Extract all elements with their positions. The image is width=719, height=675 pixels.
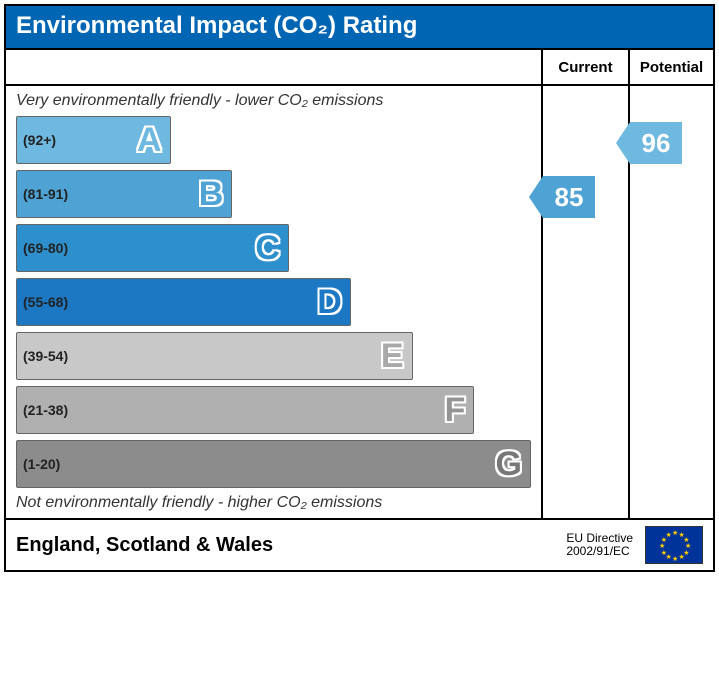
caption-bottom: Not environmentally friendly - higher CO…	[16, 490, 531, 514]
band-row: (55-68) D	[16, 274, 531, 328]
band-grade-letter: C	[255, 229, 280, 268]
potential-body: 96	[630, 86, 713, 518]
current-header: Current	[543, 50, 628, 86]
pointer-arrow-icon	[616, 122, 630, 164]
footer-region: England, Scotland & Wales	[16, 534, 554, 557]
band-row: (81-91) B	[16, 166, 531, 220]
band-bar-d: (55-68) D	[16, 278, 351, 326]
current-column: Current 85	[543, 50, 628, 518]
body-area: Very environmentally friendly - lower CO…	[6, 48, 713, 518]
band-grade-letter: D	[317, 283, 342, 322]
band-range: (55-68)	[23, 294, 68, 310]
band-row: (1-20) G	[16, 436, 531, 490]
current-pointer: 85	[529, 176, 595, 218]
band-bar-a: (92+) A	[16, 116, 171, 164]
potential-header: Potential	[630, 50, 713, 86]
potential-column: Potential 96	[628, 50, 713, 518]
band-row: (92+) A	[16, 112, 531, 166]
caption-top: Very environmentally friendly - lower CO…	[16, 88, 531, 112]
flag-star-icon: ★	[666, 531, 672, 539]
directive-line2: 2002/91/EC	[566, 545, 633, 558]
bands-header-spacer	[6, 50, 541, 86]
band-range: (39-54)	[23, 348, 68, 364]
band-bar-c: (69-80) C	[16, 224, 289, 272]
band-bar-e: (39-54) E	[16, 332, 413, 380]
pointer-value: 85	[543, 176, 595, 218]
band-row: (21-38) F	[16, 382, 531, 436]
rating-chart: Environmental Impact (CO₂) Rating Very e…	[4, 4, 715, 572]
pointer-value: 96	[630, 122, 682, 164]
potential-pointer: 96	[616, 122, 682, 164]
band-range: (21-38)	[23, 402, 68, 418]
band-bar-g: (1-20) G	[16, 440, 531, 488]
band-grade-letter: E	[381, 337, 404, 376]
title-bar: Environmental Impact (CO₂) Rating	[6, 6, 713, 48]
band-range: (81-91)	[23, 186, 68, 202]
band-grade-letter: F	[445, 391, 466, 430]
band-range: (1-20)	[23, 456, 60, 472]
band-row: (69-80) C	[16, 220, 531, 274]
bands-container: (92+) A (81-91) B (69-80) C (55-68) D (39-54) E (2…	[16, 112, 531, 490]
bands-area: Very environmentally friendly - lower CO…	[6, 86, 541, 518]
pointer-arrow-icon	[529, 176, 543, 218]
flag-star-icon: ★	[672, 529, 678, 537]
band-range: (69-80)	[23, 240, 68, 256]
flag-star-icon: ★	[672, 555, 678, 563]
band-bar-f: (21-38) F	[16, 386, 474, 434]
band-grade-letter: B	[199, 175, 224, 214]
chart-title: Environmental Impact (CO₂) Rating	[16, 12, 417, 39]
eu-flag-icon: ★★★★★★★★★★★★	[645, 526, 703, 564]
footer: England, Scotland & Wales EU Directive 2…	[6, 518, 713, 570]
band-grade-letter: A	[137, 121, 162, 160]
flag-star-icon: ★	[679, 553, 685, 561]
band-row: (39-54) E	[16, 328, 531, 382]
footer-directive: EU Directive 2002/91/EC	[566, 532, 633, 558]
band-grade-letter: G	[496, 445, 522, 484]
band-bar-b: (81-91) B	[16, 170, 232, 218]
band-range: (92+)	[23, 132, 56, 148]
bands-column: Very environmentally friendly - lower CO…	[6, 50, 543, 518]
